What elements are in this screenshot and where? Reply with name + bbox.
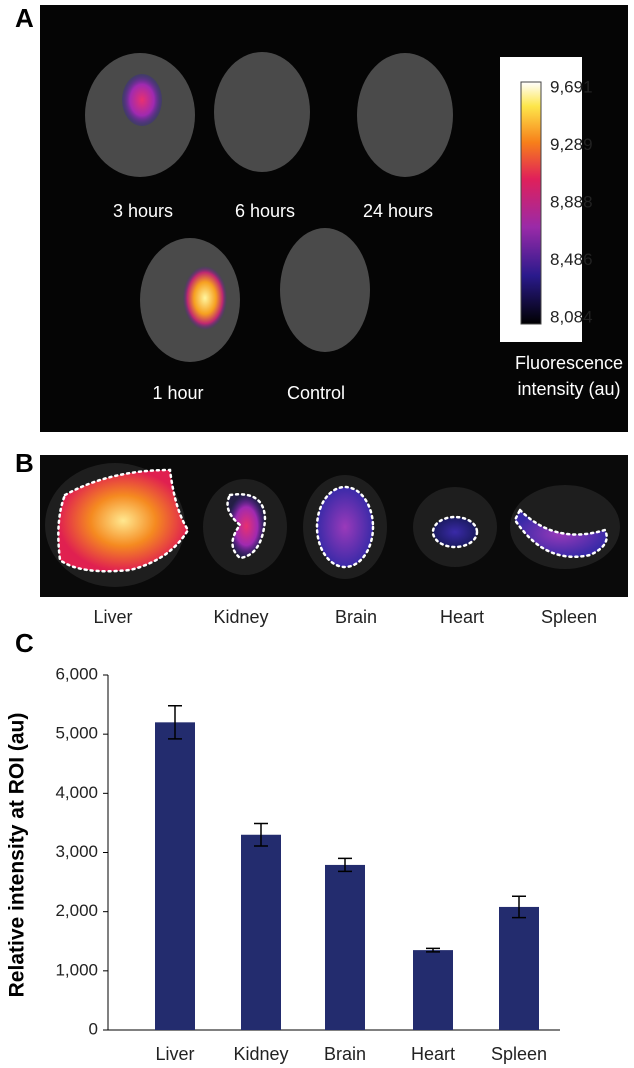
colorbar-tick-label: 9,289 [550, 135, 593, 154]
y-tick-label: 1,000 [55, 960, 98, 979]
x-tick-label: Heart [411, 1044, 455, 1064]
brain-images [85, 52, 453, 362]
error-bar [512, 895, 526, 919]
organ-label: Liver [93, 607, 132, 627]
y-tick-label: 3,000 [55, 842, 98, 861]
organ-label: Heart [440, 607, 484, 627]
bar [241, 834, 281, 1030]
y-tick-label: 5,000 [55, 724, 98, 743]
error-bar [426, 947, 440, 953]
time-label: 1 hour [152, 383, 203, 403]
x-tick-label: Spleen [491, 1044, 547, 1064]
time-label: 6 hours [235, 201, 295, 221]
organ-label: Spleen [541, 607, 597, 627]
time-label: 24 hours [363, 201, 433, 221]
bar [413, 950, 453, 1030]
organ-label: Kidney [213, 607, 268, 627]
y-tick-label: 2,000 [55, 901, 98, 920]
x-tick-label: Liver [155, 1044, 194, 1064]
y-tick-label: 6,000 [55, 664, 98, 683]
time-label: 3 hours [113, 201, 173, 221]
error-bar [254, 822, 268, 847]
bar [499, 906, 539, 1030]
bar [155, 722, 195, 1030]
y-tick-label: 4,000 [55, 783, 98, 802]
panel-label: B [15, 448, 34, 478]
error-bar [338, 857, 352, 873]
colorbar-tick-label: 8,084 [550, 307, 593, 326]
time-label: Control [287, 383, 345, 403]
colorbar-tick-label: 8,888 [550, 192, 593, 211]
x-tick-label: Kidney [233, 1044, 288, 1064]
colorbar-title: Fluorescence intensity (au) [514, 353, 624, 399]
panel-label: A [15, 3, 34, 33]
y-tick-label: 0 [89, 1019, 98, 1038]
organ-label: Brain [335, 607, 377, 627]
colorbar-title-box: Fluorescence intensity (au) [514, 353, 624, 399]
bar [325, 864, 365, 1030]
x-tick-label: Brain [324, 1044, 366, 1064]
colorbar-tick-label: 8,486 [550, 250, 593, 269]
error-bar [168, 705, 182, 740]
organ-images [45, 463, 620, 587]
colorbar [520, 81, 542, 325]
panel-label: C [15, 628, 34, 658]
colorbar-tick-label: 9,691 [550, 77, 593, 96]
y-axis-title: Relative intensity at ROI (au) [6, 713, 29, 998]
